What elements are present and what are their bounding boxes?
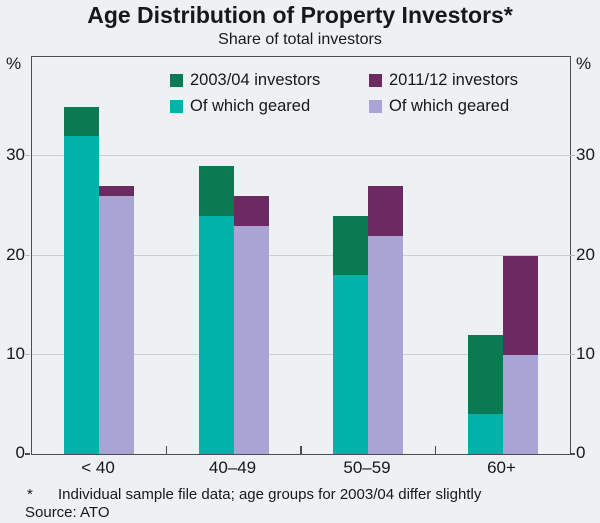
gridline-30	[32, 155, 570, 157]
y-axis-unit-left: %	[6, 54, 22, 73]
x-boundary-tick-1	[165, 446, 168, 454]
x-category-label-50-59: 50–59	[343, 458, 391, 477]
bar-2003-04-40-49-total-segment	[198, 166, 234, 216]
y-tick-mark-left-30	[25, 155, 30, 157]
y-tick-label-left-30: 30	[6, 145, 25, 165]
y-tick-mark-right-20	[570, 254, 575, 256]
bar-2003-04-50-59-geared-segment	[333, 275, 369, 454]
x-category-label-40-49: 40–49	[208, 458, 257, 477]
gridline-10	[32, 353, 570, 355]
y-axis-unit-right: %	[576, 54, 592, 73]
y-tick-label-left-0: 0	[15, 443, 25, 462]
legend-swatch-of-which-geared	[170, 99, 183, 113]
x-category-label-60: 60+	[487, 458, 516, 477]
footnote-marker: *	[27, 486, 33, 503]
bar-2011-12-50-59-geared-segment	[368, 235, 404, 454]
legend-swatch-of-which-geared	[369, 99, 382, 113]
footnote-text: Individual sample file data; age groups …	[58, 486, 482, 503]
legend-label-of-which-geared: Of which geared	[389, 96, 510, 115]
chart-subtitle: Share of total investors	[218, 31, 382, 48]
x-boundary-tick-2	[300, 446, 302, 454]
legend: 2003/04 investors Of which geared 2011/12 …	[170, 67, 518, 119]
y-tick-label-right-0: 0	[576, 443, 586, 462]
bar-2011-12-40-total-segment	[99, 186, 135, 196]
chart-title: Age Distribution of Property Investors*	[87, 2, 513, 28]
legend-label-of-which-geared: Of which geared	[190, 96, 311, 115]
bar-2003-04-60-geared-segment	[467, 414, 503, 454]
gridline-20	[32, 254, 570, 256]
legend-column-1: 2011/12 investors Of which geared	[369, 67, 518, 119]
bar-2011-12-50-59-total-segment	[368, 186, 404, 236]
y-tick-label-right-10: 10	[576, 343, 595, 363]
footnote: * Individual sample file data; age groups…	[27, 486, 481, 503]
x-category-label-40: < 40	[81, 458, 115, 477]
legend-column-0: 2003/04 investors Of which geared	[170, 67, 369, 119]
y-tick-label-left-20: 20	[6, 244, 25, 264]
bar-2003-04-40-total-segment	[64, 106, 100, 137]
y-tick-label-left-10: 10	[6, 343, 25, 363]
legend-item-of-which-geared: Of which geared	[170, 93, 369, 119]
legend-label-2011-12-investors: 2011/12 investors	[389, 70, 519, 89]
bar-2011-12-40-49-geared-segment	[233, 225, 269, 454]
legend-label-2003-04-investors: 2003/04 investors	[190, 70, 321, 89]
bar-2011-12-60-total-segment	[502, 255, 538, 355]
bar-2011-12-40-geared-segment	[99, 195, 135, 454]
bar-2003-04-40-geared-segment	[64, 136, 100, 454]
y-tick-mark-right-0	[570, 453, 575, 455]
bar-2003-04-60-total-segment	[467, 334, 503, 415]
x-boundary-tick-3	[434, 446, 437, 454]
y-tick-mark-right-10	[570, 353, 575, 355]
bar-2011-12-40-49-total-segment	[233, 195, 269, 226]
legend-swatch-2003-04-investors	[170, 73, 183, 87]
legend-swatch-2011-12-investors	[369, 73, 382, 87]
y-tick-label-right-20: 20	[576, 244, 595, 264]
source-note: Source: ATO	[25, 504, 110, 521]
y-tick-label-right-30: 30	[576, 145, 595, 165]
y-tick-mark-left-10	[25, 353, 30, 355]
legend-item-2011-12-investors: 2011/12 investors	[369, 67, 518, 93]
bar-2003-04-50-59-total-segment	[333, 215, 369, 276]
bar-2003-04-40-49-geared-segment	[198, 215, 234, 454]
bar-2011-12-60-geared-segment	[502, 354, 538, 454]
y-tick-mark-right-30	[570, 155, 575, 157]
legend-item-of-which-geared: Of which geared	[369, 93, 518, 119]
plot-area: 2003/04 investors Of which geared 2011/12 …	[31, 56, 571, 455]
y-tick-mark-left-20	[25, 254, 30, 256]
y-tick-mark-left-0	[25, 453, 30, 455]
legend-item-2003-04-investors: 2003/04 investors	[170, 67, 369, 93]
